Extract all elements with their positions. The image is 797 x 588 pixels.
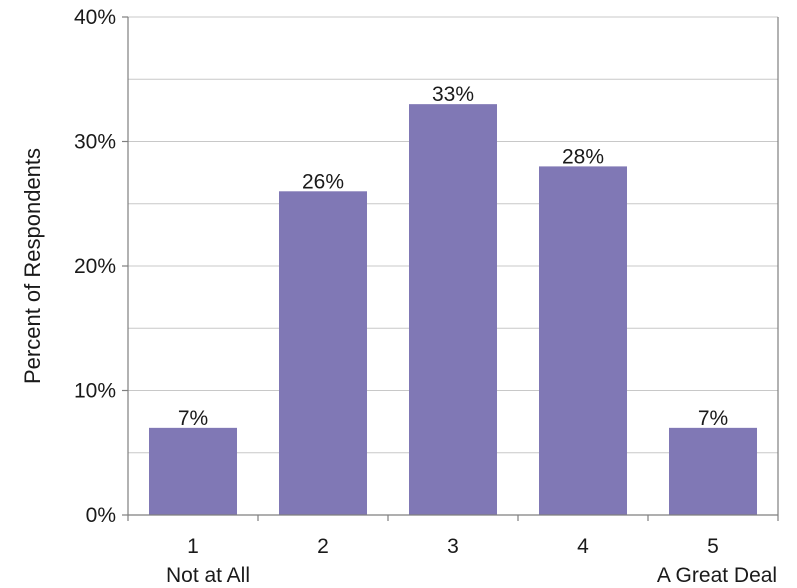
x-tick-label: 4 <box>577 535 589 558</box>
x-category-sublabel: A Great Deal <box>657 564 777 587</box>
y-tick-label: 0% <box>86 504 116 527</box>
data-label: 33% <box>432 83 474 106</box>
bar-1 <box>149 427 237 515</box>
data-label: 26% <box>302 170 344 193</box>
x-category-sublabel: Not at All <box>166 564 250 587</box>
data-label: 7% <box>178 407 208 430</box>
y-tick-label: 40% <box>74 6 116 29</box>
data-label: 28% <box>562 145 604 168</box>
bars <box>149 104 757 516</box>
y-tick-label: 10% <box>74 380 116 403</box>
bar-5 <box>669 427 757 515</box>
x-tick-label: 2 <box>317 535 329 558</box>
data-label: 7% <box>698 407 728 430</box>
x-tick-label: 1 <box>187 535 199 558</box>
bar-4 <box>539 166 627 515</box>
axes <box>122 16 779 521</box>
y-tick-label: 30% <box>74 131 116 154</box>
y-axis-title: Percent of Respondents <box>20 148 45 384</box>
x-tick-label: 5 <box>707 535 719 558</box>
bar-2 <box>279 191 367 516</box>
x-tick-label: 3 <box>447 535 459 558</box>
y-tick-label: 20% <box>74 255 116 278</box>
labels: 0% 10% 20% 30% 40% 7% 1 Not at All 26% 2 33% 3 28% 4 7… <box>74 6 777 587</box>
bar-3 <box>409 104 497 516</box>
